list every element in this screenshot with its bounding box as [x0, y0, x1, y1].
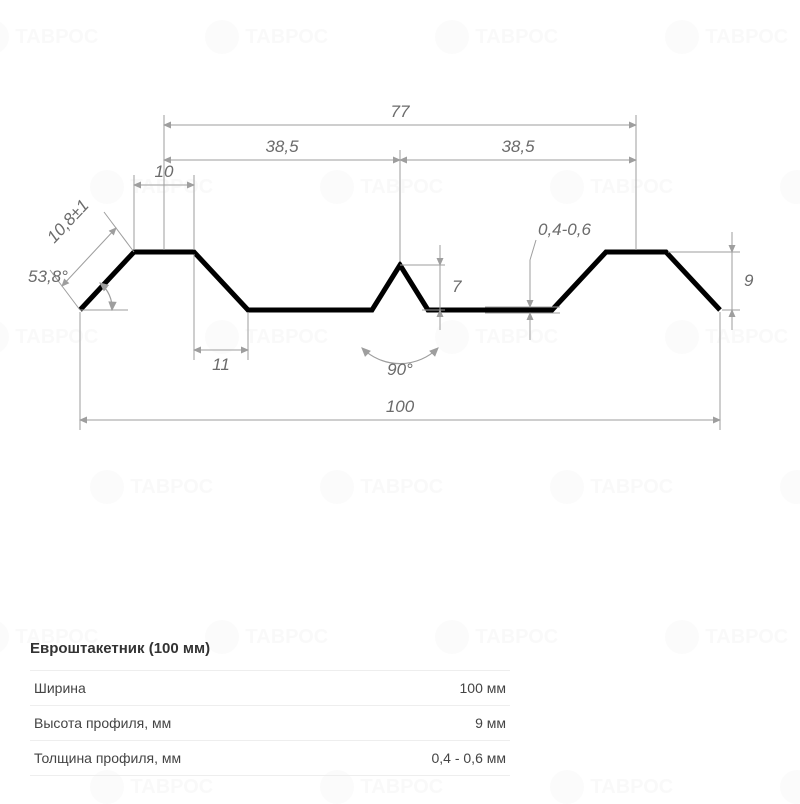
center-angle: 90° — [362, 348, 438, 379]
dim-11: 11 — [194, 254, 248, 374]
spec-title: Евроштакетник (100 мм) — [30, 640, 210, 657]
svg-text:0,4-0,6: 0,4-0,6 — [538, 220, 591, 239]
dim-38-5-right: 38,5 — [400, 137, 636, 160]
svg-text:38,5: 38,5 — [265, 137, 299, 156]
spec-label: Ширина — [34, 680, 86, 696]
profile-diagram: 100 77 38,5 38,5 10 11 90° — [0, 0, 800, 560]
svg-text:11: 11 — [212, 355, 230, 374]
svg-text:90°: 90° — [387, 360, 413, 379]
svg-text:77: 77 — [391, 102, 410, 121]
dim-thickness: 0,4-0,6 — [485, 220, 591, 340]
svg-text:38,5: 38,5 — [501, 137, 535, 156]
spec-label: Толщина профиля, мм — [34, 750, 181, 766]
dim-10-8: 10,8±1 — [43, 196, 134, 310]
spec-value: 0,4 - 0,6 мм — [431, 750, 506, 766]
spec-value: 100 мм — [460, 680, 507, 696]
spec-row: Высота профиля, мм 9 мм — [30, 706, 510, 741]
spec-row: Толщина профиля, мм 0,4 - 0,6 мм — [30, 741, 510, 776]
dim-9: 9 — [668, 232, 754, 330]
svg-text:53,8°: 53,8° — [28, 267, 68, 286]
svg-text:10,8±1: 10,8±1 — [43, 196, 92, 247]
spec-table: Ширина 100 мм Высота профиля, мм 9 мм Толщин… — [30, 670, 510, 776]
spec-label: Высота профиля, мм — [34, 715, 171, 731]
svg-text:7: 7 — [452, 277, 462, 296]
spec-row: Ширина 100 мм — [30, 670, 510, 706]
svg-text:100: 100 — [386, 397, 415, 416]
svg-text:9: 9 — [744, 271, 754, 290]
spec-value: 9 мм — [475, 715, 506, 731]
dim-38-5-left: 38,5 — [164, 137, 400, 262]
svg-text:10: 10 — [155, 162, 174, 181]
dim-7: 7 — [400, 245, 462, 330]
